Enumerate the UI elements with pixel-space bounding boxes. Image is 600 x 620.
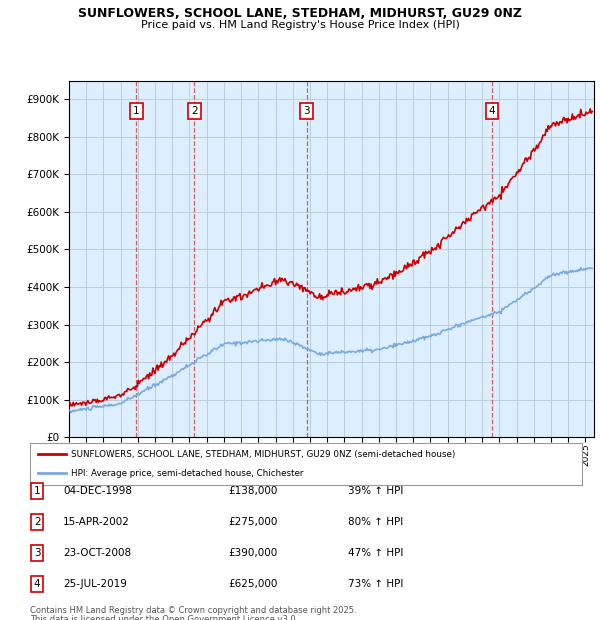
Text: Price paid vs. HM Land Registry's House Price Index (HPI): Price paid vs. HM Land Registry's House … — [140, 20, 460, 30]
Text: 3: 3 — [304, 106, 310, 116]
Text: 1: 1 — [133, 106, 140, 116]
Text: 4: 4 — [34, 579, 41, 589]
Text: 47% ↑ HPI: 47% ↑ HPI — [348, 548, 403, 558]
Text: 39% ↑ HPI: 39% ↑ HPI — [348, 486, 403, 496]
Text: £625,000: £625,000 — [228, 579, 277, 589]
Text: 4: 4 — [488, 106, 495, 116]
Text: SUNFLOWERS, SCHOOL LANE, STEDHAM, MIDHURST, GU29 0NZ: SUNFLOWERS, SCHOOL LANE, STEDHAM, MIDHUR… — [78, 7, 522, 20]
Text: £275,000: £275,000 — [228, 517, 277, 527]
Text: SUNFLOWERS, SCHOOL LANE, STEDHAM, MIDHURST, GU29 0NZ (semi-detached house): SUNFLOWERS, SCHOOL LANE, STEDHAM, MIDHUR… — [71, 450, 456, 459]
Text: HPI: Average price, semi-detached house, Chichester: HPI: Average price, semi-detached house,… — [71, 469, 304, 478]
Text: 73% ↑ HPI: 73% ↑ HPI — [348, 579, 403, 589]
Text: 25-JUL-2019: 25-JUL-2019 — [63, 579, 127, 589]
Text: This data is licensed under the Open Government Licence v3.0.: This data is licensed under the Open Gov… — [30, 615, 298, 620]
Text: 2: 2 — [34, 517, 41, 527]
Text: 2: 2 — [191, 106, 198, 116]
Text: 80% ↑ HPI: 80% ↑ HPI — [348, 517, 403, 527]
Text: 23-OCT-2008: 23-OCT-2008 — [63, 548, 131, 558]
Text: 04-DEC-1998: 04-DEC-1998 — [63, 486, 132, 496]
Text: Contains HM Land Registry data © Crown copyright and database right 2025.: Contains HM Land Registry data © Crown c… — [30, 606, 356, 616]
Text: 1: 1 — [34, 486, 41, 496]
Text: 15-APR-2002: 15-APR-2002 — [63, 517, 130, 527]
Text: £138,000: £138,000 — [228, 486, 277, 496]
Text: 3: 3 — [34, 548, 41, 558]
Text: £390,000: £390,000 — [228, 548, 277, 558]
